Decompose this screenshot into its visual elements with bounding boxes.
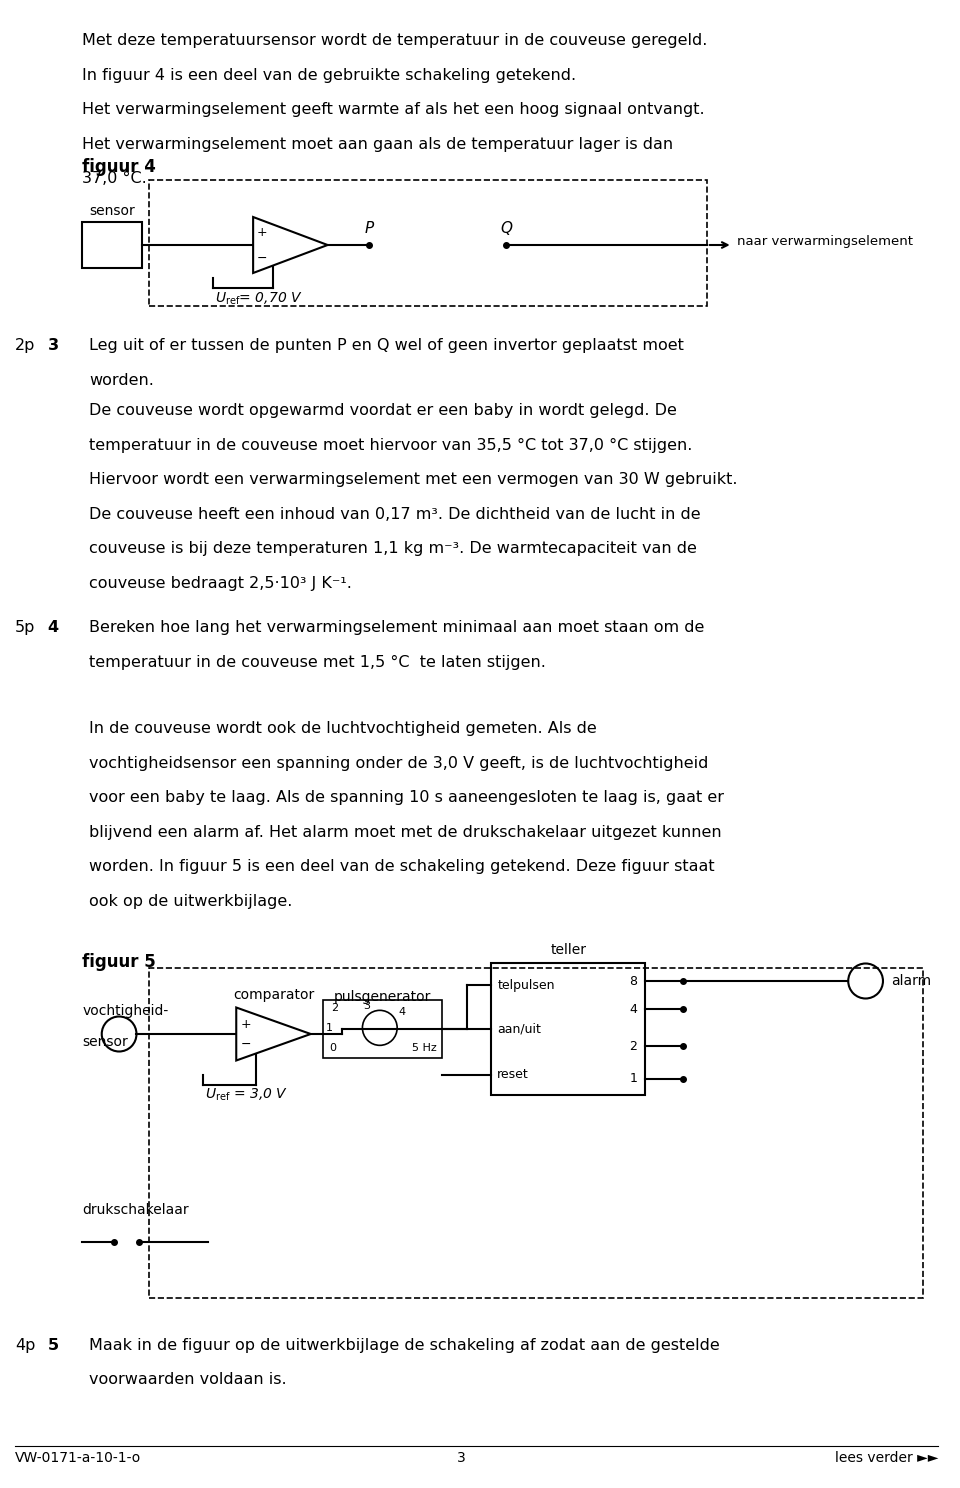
Text: In figuur 4 is een deel van de gebruikte schakeling getekend.: In figuur 4 is een deel van de gebruikte… bbox=[83, 67, 577, 82]
Text: 3: 3 bbox=[457, 1451, 466, 1466]
Text: In de couveuse wordt ook de luchtvochtigheid gemeten. Als de: In de couveuse wordt ook de luchtvochtig… bbox=[89, 722, 597, 737]
Text: voor een baby te laag. Als de spanning 10 s aaneengesloten te laag is, gaat er: voor een baby te laag. Als de spanning 1… bbox=[89, 790, 725, 805]
Text: VW-0171-a-10-1-o: VW-0171-a-10-1-o bbox=[15, 1451, 141, 1466]
Text: lees verder ►►: lees verder ►► bbox=[834, 1451, 938, 1466]
Text: Bereken hoe lang het verwarmingselement minimaal aan moet staan om de: Bereken hoe lang het verwarmingselement … bbox=[89, 620, 705, 635]
Text: drukschakelaar: drukschakelaar bbox=[83, 1202, 189, 1217]
Text: De couveuse wordt opgewarmd voordat er een baby in wordt gelegd. De: De couveuse wordt opgewarmd voordat er e… bbox=[89, 403, 677, 418]
Text: −: − bbox=[241, 1037, 252, 1051]
Text: teller: teller bbox=[550, 943, 587, 957]
Text: Q: Q bbox=[500, 222, 513, 237]
Text: 2: 2 bbox=[331, 1003, 338, 1013]
Text: couveuse is bij deze temperaturen 1,1 kg m⁻³. De warmtecapaciteit van de: couveuse is bij deze temperaturen 1,1 kg… bbox=[89, 542, 697, 557]
Text: 2p: 2p bbox=[15, 338, 36, 353]
Text: telpulsen: telpulsen bbox=[497, 979, 555, 991]
Text: 1: 1 bbox=[630, 1073, 637, 1086]
Text: worden. In figuur 5 is een deel van de schakeling getekend. Deze figuur staat: worden. In figuur 5 is een deel van de s… bbox=[89, 859, 715, 873]
Text: $U_\mathrm{ref}$ = 3,0 V: $U_\mathrm{ref}$ = 3,0 V bbox=[205, 1086, 289, 1103]
Text: 4: 4 bbox=[398, 1007, 405, 1016]
Text: temperatuur in de couveuse met 1,5 °C  te laten stijgen.: temperatuur in de couveuse met 1,5 °C te… bbox=[89, 655, 546, 670]
Text: 8: 8 bbox=[630, 975, 637, 988]
Text: blijvend een alarm af. Het alarm moet met de drukschakelaar uitgezet kunnen: blijvend een alarm af. Het alarm moet me… bbox=[89, 824, 722, 839]
Text: 3: 3 bbox=[48, 338, 59, 353]
Text: 4p: 4p bbox=[15, 1338, 36, 1353]
Text: +: + bbox=[241, 1018, 252, 1031]
Text: De couveuse heeft een inhoud van 0,17 m³. De dichtheid van de lucht in de: De couveuse heeft een inhoud van 0,17 m³… bbox=[89, 506, 701, 521]
Text: Met deze temperatuursensor wordt de temperatuur in de couveuse geregeld.: Met deze temperatuursensor wordt de temp… bbox=[83, 33, 708, 48]
Text: vochtigheid-: vochtigheid- bbox=[83, 1004, 169, 1018]
Text: Het verwarmingselement moet aan gaan als de temperatuur lager is dan: Het verwarmingselement moet aan gaan als… bbox=[83, 137, 674, 152]
Text: 3: 3 bbox=[363, 1001, 370, 1010]
Text: $U_\mathrm{ref}$= 0,70 V: $U_\mathrm{ref}$= 0,70 V bbox=[215, 292, 303, 308]
Polygon shape bbox=[253, 217, 327, 272]
Text: P: P bbox=[365, 222, 373, 237]
Text: figuur 5: figuur 5 bbox=[83, 952, 156, 972]
Text: temperatuur in de couveuse moet hiervoor van 35,5 °C tot 37,0 °C stijgen.: temperatuur in de couveuse moet hiervoor… bbox=[89, 437, 693, 452]
Text: worden.: worden. bbox=[89, 372, 155, 387]
Polygon shape bbox=[236, 1007, 311, 1061]
Text: sensor: sensor bbox=[89, 204, 135, 219]
Text: 1: 1 bbox=[326, 1022, 333, 1033]
Text: Maak in de figuur op de uitwerkbijlage de schakeling af zodat aan de gestelde: Maak in de figuur op de uitwerkbijlage d… bbox=[89, 1338, 720, 1353]
Text: vochtigheidsensor een spanning onder de 3,0 V geeft, is de luchtvochtigheid: vochtigheidsensor een spanning onder de … bbox=[89, 756, 708, 771]
Text: 5: 5 bbox=[48, 1338, 59, 1353]
Text: figuur 4: figuur 4 bbox=[83, 158, 156, 176]
Text: alarm: alarm bbox=[891, 975, 931, 988]
Text: aan/uit: aan/uit bbox=[497, 1022, 541, 1036]
Text: reset: reset bbox=[497, 1068, 529, 1082]
Text: 4: 4 bbox=[630, 1003, 637, 1016]
Text: −: − bbox=[257, 251, 267, 265]
Text: 2: 2 bbox=[630, 1040, 637, 1052]
Text: naar verwarmingselement: naar verwarmingselement bbox=[736, 235, 913, 247]
Text: 37,0 °C.: 37,0 °C. bbox=[83, 171, 147, 186]
Text: Hiervoor wordt een verwarmingselement met een vermogen van 30 W gebruikt.: Hiervoor wordt een verwarmingselement me… bbox=[89, 472, 738, 487]
Text: ook op de uitwerkbijlage.: ook op de uitwerkbijlage. bbox=[89, 893, 293, 909]
Text: comparator: comparator bbox=[233, 988, 315, 1001]
Text: 5p: 5p bbox=[15, 620, 36, 635]
Text: pulsgenerator: pulsgenerator bbox=[333, 990, 431, 1004]
Text: couveuse bedraagt 2,5·10³ J K⁻¹.: couveuse bedraagt 2,5·10³ J K⁻¹. bbox=[89, 576, 352, 591]
Text: Het verwarmingselement geeft warmte af als het een hoog signaal ontvangt.: Het verwarmingselement geeft warmte af a… bbox=[83, 103, 705, 118]
Text: +: + bbox=[256, 226, 268, 238]
Text: 4: 4 bbox=[48, 620, 59, 635]
Text: sensor: sensor bbox=[83, 1036, 128, 1049]
Text: voorwaarden voldaan is.: voorwaarden voldaan is. bbox=[89, 1372, 287, 1387]
Text: 5 Hz: 5 Hz bbox=[412, 1043, 437, 1054]
Text: 0: 0 bbox=[329, 1043, 336, 1054]
Text: Leg uit of er tussen de punten P en Q wel of geen invertor geplaatst moet: Leg uit of er tussen de punten P en Q we… bbox=[89, 338, 684, 353]
